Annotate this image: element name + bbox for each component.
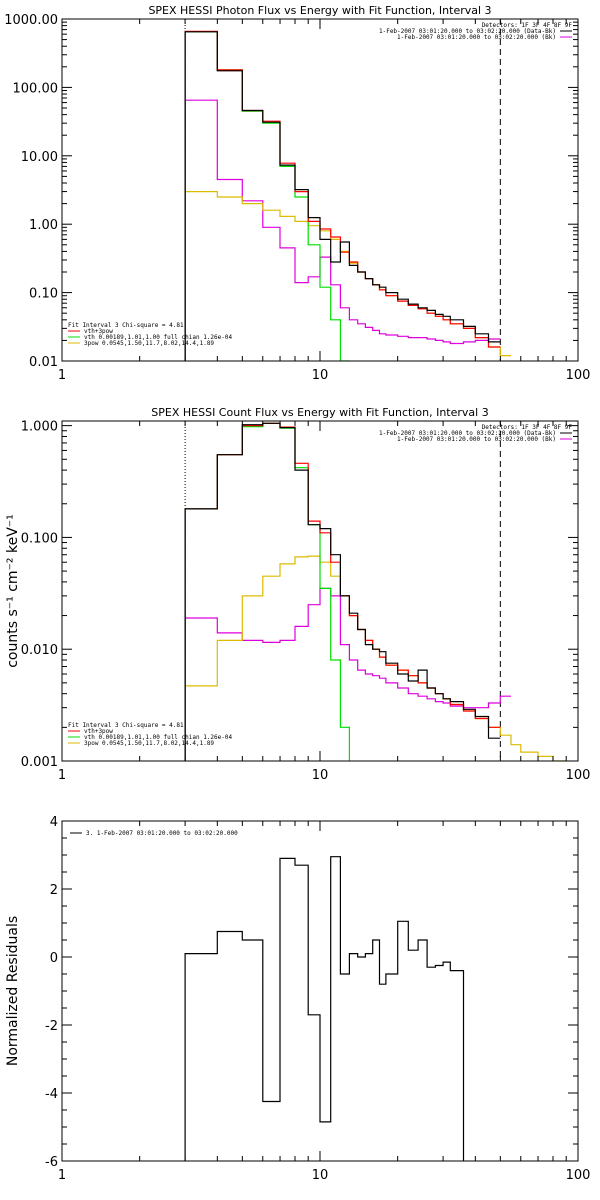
series-line-1 <box>184 99 501 361</box>
legend-bottom-left-entry: vth+3pow <box>84 728 113 735</box>
y-tick-label: 1.00 <box>29 218 58 233</box>
y-tick-label: -4 <box>45 1087 58 1102</box>
x-tick-label: 10 <box>312 768 329 783</box>
y-axis-label: Normalized Residuals <box>5 916 21 1066</box>
legend-top-right-entry: 1-Feb-2007 03:01:20.000 to 03:02:20.000 … <box>379 430 556 437</box>
legend-top-right-entry: Detectors: 1F 3F 4F 8F 9F <box>482 22 573 29</box>
y-tick-label: 0.10 <box>29 287 58 302</box>
legend-top-right-entry: 1-Feb-2007 03:01:20.000 to 03:02:20.000 … <box>397 436 556 443</box>
x-tick-label: 100 <box>566 368 591 383</box>
legend-bottom-left-entry: 3pow 0.0545,1.50,11.7,8.02,14.4,1.89 <box>84 340 214 347</box>
legend-bottom-left-entry: vth 0.00189,1.01,1.00 full chian 1.26e-0… <box>84 334 232 341</box>
x-tick-label: 100 <box>566 1168 591 1183</box>
y-tick-label: 0.001 <box>21 755 58 770</box>
legend-bottom-left-entry: 3pow 0.0545,1.50,11.7,8.02,14.4,1.89 <box>84 740 214 747</box>
legend-bottom-left-entry: Fit Interval 3 Chi-square = 4.81 <box>68 322 184 329</box>
series-line-5 <box>184 422 501 761</box>
panel-1: SPEX HESSI Photon Flux vs Energy with Fi… <box>4 4 590 383</box>
y-axis-label: counts s⁻¹ cm⁻² keV⁻¹ <box>5 514 21 668</box>
legend-top-right-entry: 1-Feb-2007 03:01:20.000 to 03:02:20.000 … <box>379 28 556 35</box>
chart-title: SPEX HESSI Count Flux vs Energy with Fit… <box>151 406 488 419</box>
panel-2: SPEX HESSI Count Flux vs Energy with Fit… <box>5 406 590 783</box>
x-tick-label: 1 <box>58 368 66 383</box>
y-tick-label: 1000.00 <box>4 13 58 28</box>
y-tick-label: -6 <box>45 1155 58 1170</box>
legend-top-right-entry: Detectors: 1F 3F 4F 8F 9F <box>482 424 573 431</box>
panel-3: Normalized Residuals 1 10 100 4 2 0 -2 -4 -6 3. 1-… <box>5 815 590 1183</box>
x-tick-label: 10 <box>312 1168 329 1183</box>
y-tick-label: 1.000 <box>21 420 58 435</box>
y-tick-label: 0.100 <box>21 531 58 546</box>
x-tick-label: 10 <box>312 368 329 383</box>
y-tick-label: 0.010 <box>21 643 58 658</box>
legend-bottom-left-entry: vth+3pow <box>84 328 113 335</box>
x-tick-label: 1 <box>58 768 66 783</box>
legend-bottom-left-entry: Fit Interval 3 Chi-square = 4.81 <box>68 722 184 729</box>
series-line-1 <box>184 856 465 1161</box>
residual-legend-entry: 3. 1-Feb-2007 03:01:20.000 to 03:02:20.0… <box>86 830 238 837</box>
x-tick-label: 1 <box>58 1168 66 1183</box>
y-tick-label: 10.00 <box>21 150 58 165</box>
y-tick-label: 100.00 <box>13 81 59 96</box>
chart-title: SPEX HESSI Photon Flux vs Energy with Fi… <box>148 4 491 17</box>
y-tick-label: 4 <box>50 815 58 830</box>
legend-top-right-entry: 1-Feb-2007 03:01:20.000 to 03:02:20.000 … <box>397 34 556 41</box>
y-tick-label: 0 <box>50 951 58 966</box>
y-tick-label: 0.01 <box>29 355 58 370</box>
y-tick-label: 2 <box>50 883 58 898</box>
x-tick-label: 100 <box>566 768 591 783</box>
series-line-5 <box>184 31 501 361</box>
legend-bottom-left-entry: vth 0.00189,1.01,1.00 full chian 1.26e-0… <box>84 734 232 741</box>
y-tick-label: -2 <box>45 1019 58 1034</box>
